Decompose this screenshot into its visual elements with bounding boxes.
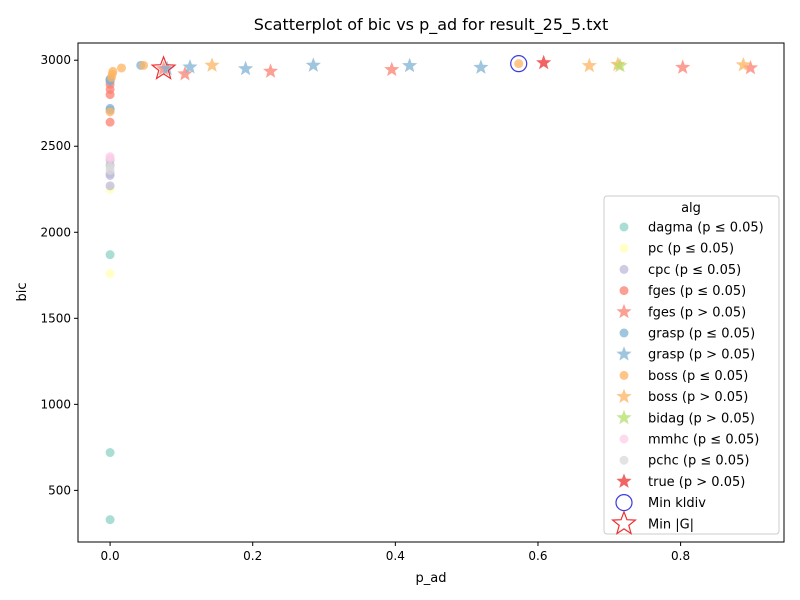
data-point [402,57,418,73]
data-point [204,57,220,72]
data-point [139,60,149,70]
x-tick-label: 0.6 [528,549,547,563]
legend-label: boss (p ≤ 0.05) [648,369,748,384]
data-point [262,63,279,78]
legend-label: cpc (p ≤ 0.05) [648,263,741,278]
data-point [108,66,118,76]
data-point [105,515,115,525]
data-point [117,63,127,73]
y-tick-label: 2000 [40,225,71,239]
legend-marker [619,370,629,380]
legend-label: fges (p ≤ 0.05) [648,284,746,299]
data-point [182,59,198,74]
data-point [177,65,193,81]
y-tick-label: 1500 [40,311,71,325]
x-tick-label: 0.0 [101,549,120,563]
y-axis: 500 1000 1500 2000 2500 3000 [40,53,78,497]
data-point [514,59,524,69]
legend-label: Min kldiv [648,496,706,511]
legend-label: boss (p > 0.05) [648,390,748,405]
y-tick-label: 1000 [40,397,71,411]
legend-title: alg [681,201,701,216]
legend-marker [616,346,632,361]
legend-label: mmhc (p ≤ 0.05) [648,433,759,448]
legend-label: grasp (p > 0.05) [648,348,755,363]
data-point [384,61,400,77]
legend-label: pc (p ≤ 0.05) [648,242,734,257]
legend-marker [619,455,629,465]
legend-marker [616,388,632,404]
legend: alg dagma (p ≤ 0.05) pc (p ≤ 0.05) cpc (p … [603,195,780,535]
x-axis: 0.0 0.2 0.4 0.6 0.8 [101,542,690,563]
data-point [237,60,254,76]
data-point [105,269,115,279]
y-tick-label: 500 [48,483,71,497]
data-point [581,57,597,73]
legend-marker [619,328,629,338]
data-point [105,162,115,172]
y-tick-label: 3000 [40,53,71,67]
legend-label: true (p > 0.05) [648,475,745,490]
legend-marker [619,264,629,274]
data-point [105,181,115,191]
data-point [612,57,628,73]
legend-box [603,195,780,535]
data-point [735,57,751,72]
plot-frame [77,42,785,543]
y-tick-label: 2500 [40,139,71,153]
legend-marker [616,303,632,319]
x-tick-label: 0.4 [386,549,405,563]
legend-label: grasp (p ≤ 0.05) [648,327,755,342]
chart-title: Scatterplot of bic vs p_ad for result_25… [254,15,609,35]
data-point [510,55,528,73]
data-point [105,448,115,458]
data-point [536,54,552,70]
y-axis-label: bic [15,282,30,301]
data-point [105,152,115,162]
data-point [675,59,691,74]
legend-label: dagma (p ≤ 0.05) [648,221,764,236]
data-point [159,60,175,76]
legend-marker [619,286,629,296]
data-point [473,59,489,74]
data-point [150,55,177,80]
x-axis-label: p_ad [416,571,447,586]
legend-marker [619,434,629,444]
plot-markers [105,54,759,525]
legend-label: fges (p > 0.05) [648,305,746,320]
legend-label: bidag (p > 0.05) [648,411,755,426]
legend-marker [616,409,632,425]
data-point [105,117,115,127]
data-point [105,250,115,260]
x-tick-label: 0.8 [671,549,690,563]
legend-marker [610,510,638,535]
data-point [105,107,115,117]
data-point [305,57,321,72]
x-tick-label: 0.2 [243,549,262,563]
legend-items: dagma (p ≤ 0.05) pc (p ≤ 0.05) cpc (p ≤ 0.… [610,221,764,535]
legend-marker [619,243,629,253]
legend-marker [619,222,629,232]
legend-label: Min |G| [648,517,694,532]
legend-label: pchc (p ≤ 0.05) [648,454,749,469]
data-point [742,59,759,75]
legend-marker [616,473,632,488]
